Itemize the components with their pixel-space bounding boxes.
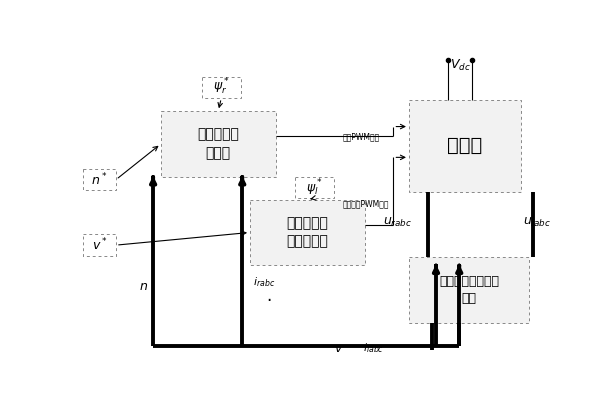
- Bar: [161, 111, 275, 177]
- Text: 旋转部分控
制单元: 旋转部分控 制单元: [197, 128, 239, 160]
- Text: 直线运动部
分控制单元: 直线运动部 分控制单元: [286, 216, 329, 249]
- Bar: [409, 257, 529, 323]
- Text: $n$: $n$: [139, 280, 148, 293]
- Text: $i_{labc}$: $i_{labc}$: [364, 342, 385, 355]
- Bar: [83, 169, 116, 190]
- Text: $V_{dc}$: $V_{dc}$: [450, 57, 471, 73]
- Text: 旋转PWM信号: 旋转PWM信号: [343, 132, 381, 141]
- Text: 逆变器: 逆变器: [448, 136, 483, 155]
- Text: $n^*$: $n^*$: [91, 171, 108, 188]
- Text: 两自由度直线感应
电机: 两自由度直线感应 电机: [439, 275, 499, 305]
- Text: $\psi_r^*$: $\psi_r^*$: [213, 77, 230, 97]
- Bar: [295, 177, 334, 198]
- Bar: [202, 76, 241, 98]
- Bar: [83, 234, 116, 256]
- Text: $i_{rabc}$: $i_{rabc}$: [253, 275, 275, 289]
- Text: $\psi_l^*$: $\psi_l^*$: [306, 177, 322, 197]
- Text: $v^*$: $v^*$: [92, 237, 108, 254]
- Text: $v$: $v$: [335, 342, 344, 355]
- Text: $u_{labc}$: $u_{labc}$: [523, 216, 551, 229]
- Text: 直线运动PWM信号: 直线运动PWM信号: [343, 199, 390, 208]
- Text: .: .: [267, 287, 272, 305]
- Text: $u_{rabc}$: $u_{rabc}$: [383, 216, 412, 229]
- Bar: [250, 200, 365, 265]
- Bar: [409, 100, 522, 192]
